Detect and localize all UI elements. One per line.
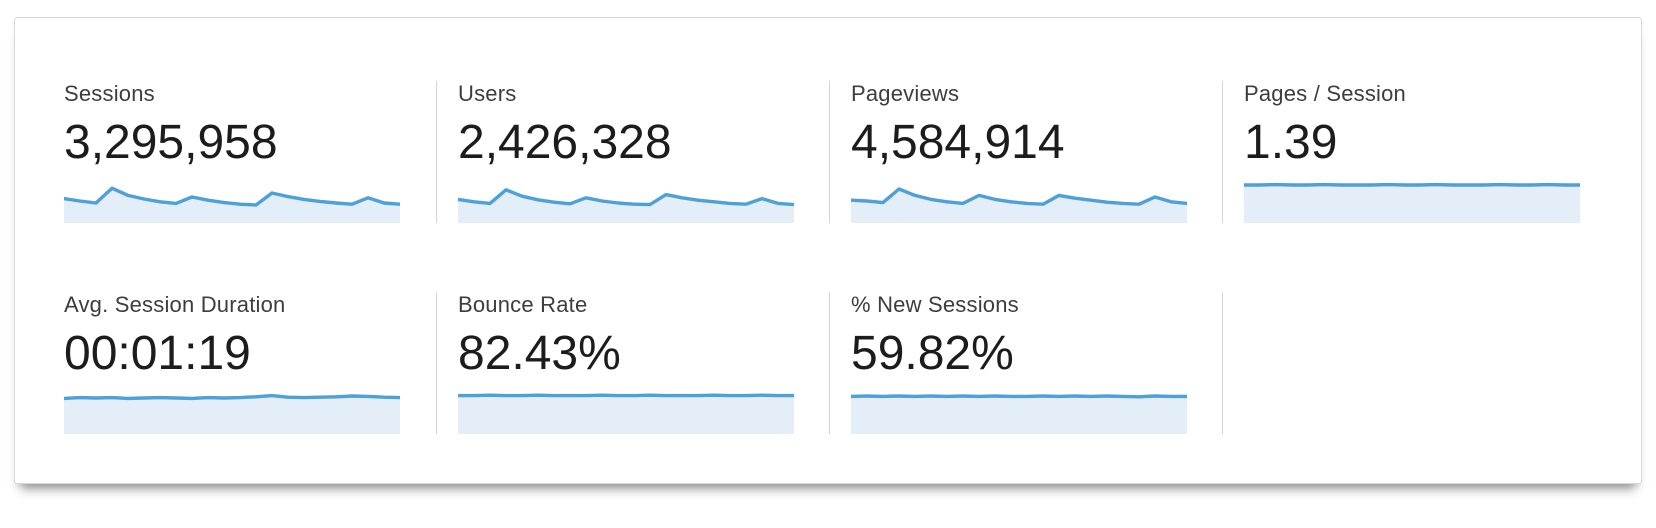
metric-card-percent-new-sessions[interactable]: % New Sessions 59.82% (829, 292, 1222, 434)
sparkline-chart (64, 186, 400, 223)
metric-card-pages-per-session[interactable]: Pages / Session 1.39 (1222, 81, 1615, 223)
metric-card-bounce-rate[interactable]: Bounce Rate 82.43% (436, 292, 829, 434)
metric-card-pageviews[interactable]: Pageviews 4,584,914 (829, 81, 1222, 223)
metric-value: 00:01:19 (64, 327, 251, 380)
metric-card-users[interactable]: Users 2,426,328 (436, 81, 829, 223)
metric-label: Users (458, 81, 517, 106)
metric-value: 2,426,328 (458, 116, 672, 169)
metric-value: 4,584,914 (851, 116, 1065, 169)
metric-card-sessions[interactable]: Sessions 3,295,958 (43, 81, 436, 223)
sparkline-chart (1244, 182, 1580, 223)
metrics-grid: Sessions 3,295,958 Users 2,426,328 Pagev… (43, 81, 1615, 434)
metric-label: Pageviews (851, 81, 960, 106)
metric-value: 1.39 (1244, 116, 1338, 169)
sparkline-chart (851, 187, 1187, 223)
sparkline-chart (64, 393, 400, 434)
metrics-summary-panel: Sessions 3,295,958 Users 2,426,328 Pagev… (14, 17, 1642, 484)
metric-label: Avg. Session Duration (64, 292, 286, 317)
metric-value: 82.43% (458, 327, 621, 380)
metric-label: Bounce Rate (458, 292, 588, 317)
sparkline-chart (458, 188, 794, 223)
metric-label: % New Sessions (851, 292, 1019, 317)
metric-value: 59.82% (851, 327, 1014, 380)
metric-label: Pages / Session (1244, 81, 1406, 106)
metric-card-avg-session-duration[interactable]: Avg. Session Duration 00:01:19 (43, 292, 436, 434)
metric-value: 3,295,958 (64, 116, 278, 169)
metric-label: Sessions (64, 81, 155, 106)
sparkline-chart (458, 393, 794, 434)
empty-grid-cell (1222, 292, 1615, 434)
sparkline-chart (851, 394, 1187, 434)
